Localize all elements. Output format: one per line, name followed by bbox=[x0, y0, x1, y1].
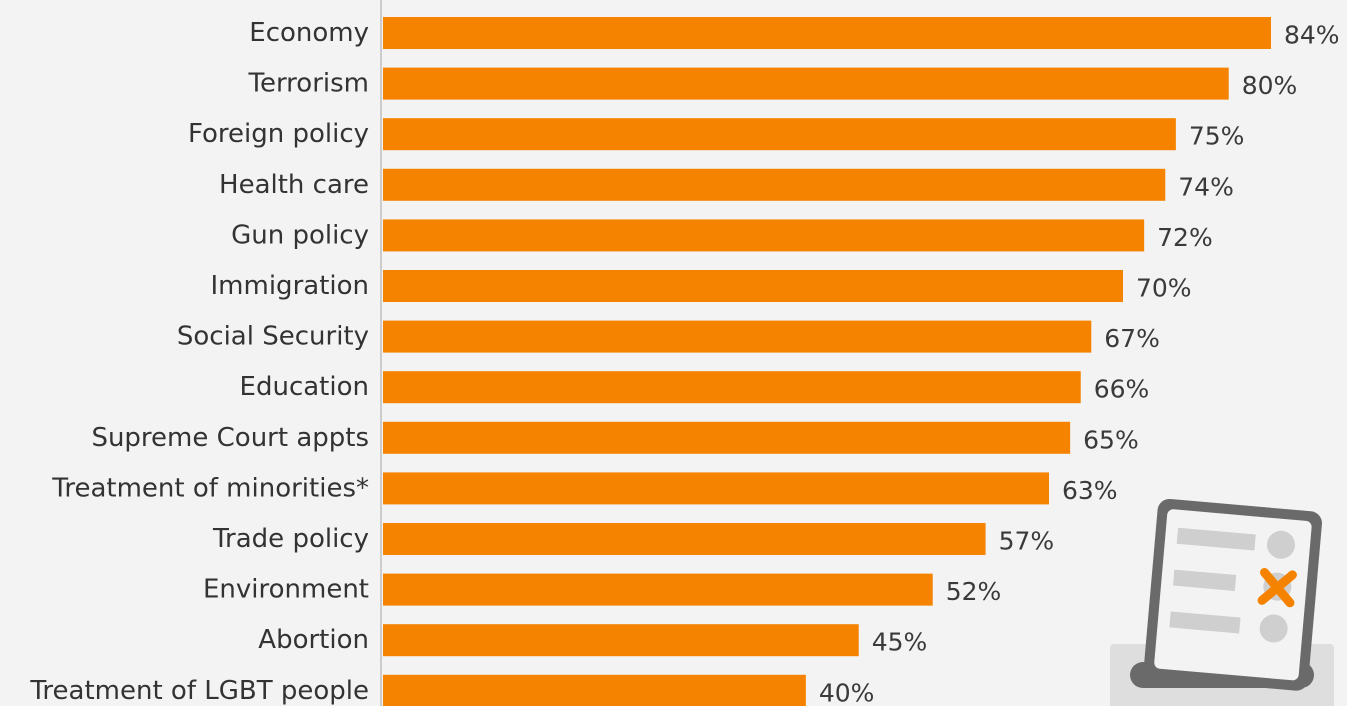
category-label-8: Supreme Court appts bbox=[91, 423, 369, 453]
value-label-13: 40% bbox=[819, 678, 875, 706]
category-label-13: Treatment of LGBT people bbox=[29, 676, 369, 706]
value-label-2: 75% bbox=[1189, 122, 1245, 151]
category-label-0: Economy bbox=[249, 18, 369, 48]
bar-12 bbox=[383, 624, 859, 657]
category-label-5: Immigration bbox=[211, 271, 369, 301]
value-label-8: 65% bbox=[1083, 425, 1139, 454]
bars-layer: Economy 84% Terrorism 80% Foreign policy 75% H… bbox=[29, 17, 1340, 706]
bar-0 bbox=[383, 17, 1271, 49]
bar-8 bbox=[383, 421, 1071, 454]
category-label-3: Health care bbox=[219, 170, 369, 200]
bar-2 bbox=[383, 118, 1176, 151]
value-label-9: 63% bbox=[1062, 476, 1118, 505]
value-label-7: 66% bbox=[1094, 375, 1150, 404]
value-label-12: 45% bbox=[872, 628, 928, 657]
bar-11 bbox=[383, 573, 933, 606]
bar-4 bbox=[383, 219, 1145, 252]
category-label-11: Environment bbox=[203, 575, 369, 605]
value-label-3: 74% bbox=[1178, 172, 1234, 201]
category-label-10: Trade policy bbox=[212, 524, 369, 554]
value-label-5: 70% bbox=[1136, 274, 1192, 303]
bar-3 bbox=[383, 168, 1166, 201]
category-label-9: Treatment of minorities* bbox=[51, 473, 369, 503]
bar-9 bbox=[383, 472, 1049, 505]
value-label-1: 80% bbox=[1242, 71, 1298, 100]
bar-10 bbox=[383, 523, 986, 555]
value-label-0: 84% bbox=[1284, 21, 1340, 50]
value-label-4: 72% bbox=[1157, 223, 1213, 252]
bar-13 bbox=[383, 674, 806, 706]
category-label-4: Gun policy bbox=[231, 220, 369, 250]
category-label-12: Abortion bbox=[258, 625, 369, 655]
category-label-1: Terrorism bbox=[247, 69, 369, 99]
bar-1 bbox=[383, 67, 1229, 100]
category-label-2: Foreign policy bbox=[188, 119, 369, 149]
value-label-6: 67% bbox=[1104, 324, 1160, 353]
category-label-6: Social Security bbox=[177, 322, 369, 352]
ballot-box-icon bbox=[1110, 498, 1334, 706]
bar-6 bbox=[383, 320, 1092, 353]
value-label-10: 57% bbox=[999, 527, 1055, 556]
category-label-7: Education bbox=[240, 372, 369, 402]
value-label-11: 52% bbox=[946, 577, 1002, 606]
bar-7 bbox=[383, 371, 1081, 404]
bar-5 bbox=[383, 270, 1123, 302]
